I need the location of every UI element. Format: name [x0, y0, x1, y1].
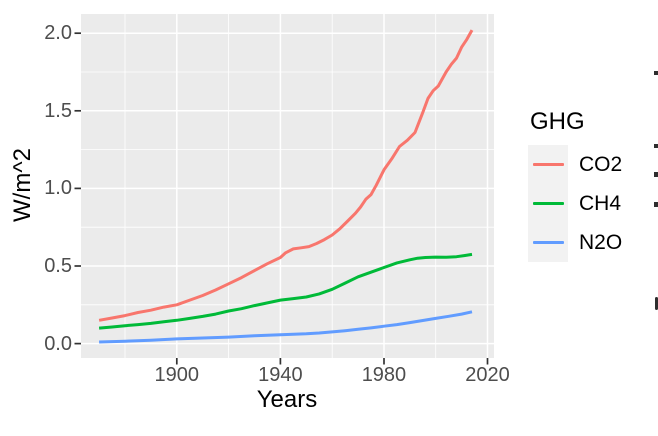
legend-item-ch4: CH4 — [528, 184, 622, 223]
legend-label-n2o: N2O — [579, 230, 623, 254]
legend-label-co2: CO2 — [579, 152, 623, 176]
x-tick-label: 1980 — [361, 364, 407, 386]
y-tick-label: 1.0 — [44, 177, 72, 200]
x-axis-title: Years — [256, 386, 318, 413]
cropped-edge-artifact — [654, 71, 658, 75]
legend-line-icon — [532, 163, 564, 166]
legend-title: GHG — [530, 108, 585, 135]
legend-item-n2o: N2O — [528, 223, 622, 262]
legend-key-co2 — [528, 145, 568, 184]
cropped-edge-artifact — [655, 297, 658, 310]
legend: GHG CO2 CH4 N2O — [528, 110, 622, 262]
legend-label-ch4: CH4 — [579, 191, 622, 215]
y-tick-label: 1.5 — [44, 99, 72, 122]
cropped-edge-artifact — [654, 144, 658, 148]
legend-item-co2: CO2 — [528, 145, 622, 184]
x-tick-label: 1940 — [258, 364, 303, 386]
legend-key-ch4 — [528, 184, 568, 223]
legend-keys: CO2 CH4 N2O — [528, 145, 622, 262]
legend-line-icon — [532, 202, 564, 205]
cropped-edge-artifact — [654, 172, 658, 177]
x-tick-label: 1900 — [154, 364, 200, 386]
legend-line-icon — [532, 241, 564, 244]
cropped-edge-artifact — [654, 202, 658, 207]
y-tick-label: 2.0 — [44, 22, 72, 45]
y-tick-label: 0.5 — [44, 254, 72, 277]
y-axis-title: W/m^2 — [9, 148, 36, 222]
x-tick-label: 2020 — [465, 364, 510, 386]
legend-key-n2o — [528, 223, 568, 262]
y-tick-label: 0.0 — [44, 332, 72, 355]
